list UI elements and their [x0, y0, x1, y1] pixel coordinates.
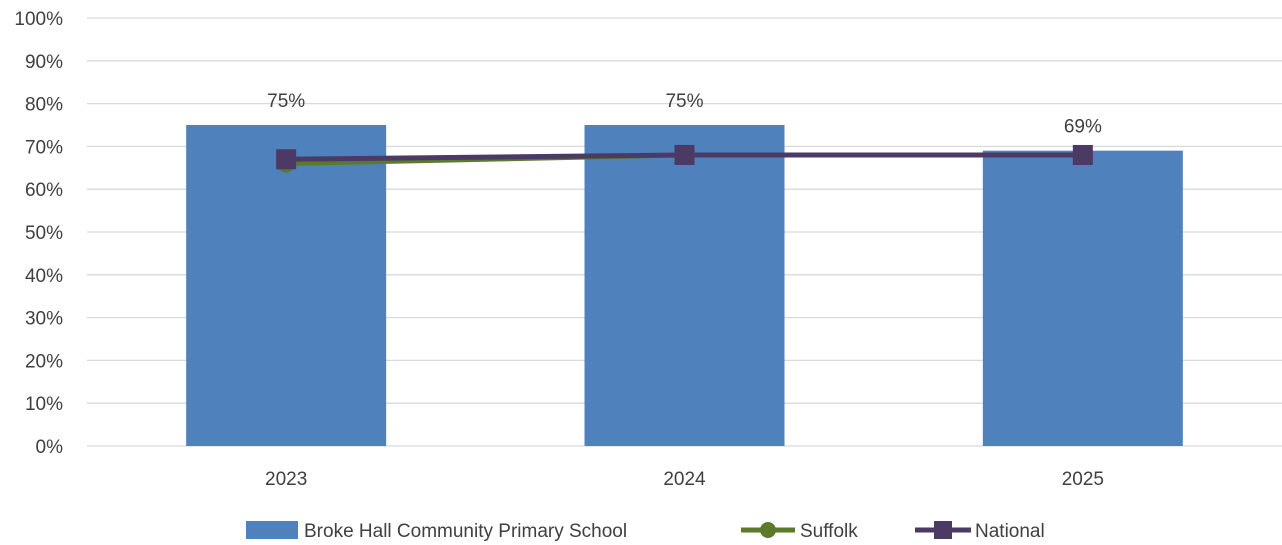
bar — [186, 125, 387, 446]
y-tick-label: 30% — [25, 309, 63, 330]
legend-marker-suffolk — [760, 522, 776, 538]
line-series — [276, 144, 1093, 173]
bar-data-label: 75% — [267, 91, 305, 112]
legend-marker-national — [934, 521, 952, 539]
y-tick-label: 40% — [25, 266, 63, 287]
bar-series — [186, 125, 1183, 446]
y-axis-tick-labels: 0% 10% 20% 30% 40% 50% 60% 70% 80% 90% 100% — [14, 9, 63, 458]
y-tick-label: 70% — [25, 137, 63, 158]
x-tick-label: 2023 — [265, 469, 307, 490]
legend-swatch-school — [246, 521, 298, 539]
y-tick-label: 100% — [14, 9, 63, 30]
bar — [982, 150, 1183, 446]
y-tick-label: 90% — [25, 52, 63, 73]
x-tick-label: 2024 — [663, 469, 706, 490]
y-tick-label: 80% — [25, 95, 63, 116]
y-tick-label: 20% — [25, 351, 63, 372]
national-point — [674, 144, 695, 165]
legend-label-national: National — [975, 521, 1045, 542]
bar-data-labels: 75% 75% 69% — [267, 91, 1102, 138]
national-point — [1072, 144, 1093, 165]
y-tick-label: 60% — [25, 180, 63, 201]
bar-data-label: 69% — [1064, 117, 1102, 138]
legend: Broke Hall Community Primary School Suffo… — [246, 521, 1045, 542]
bar-data-label: 75% — [665, 91, 703, 112]
legend-label-suffolk: Suffolk — [800, 521, 858, 542]
national-point — [276, 149, 297, 170]
bar — [584, 125, 785, 446]
y-tick-label: 0% — [36, 437, 64, 458]
x-axis-tick-labels: 2023 2024 2025 — [265, 469, 1104, 490]
y-tick-label: 10% — [25, 394, 63, 415]
x-tick-label: 2025 — [1062, 469, 1104, 490]
legend-label-school: Broke Hall Community Primary School — [304, 521, 627, 542]
y-tick-label: 50% — [25, 223, 63, 244]
